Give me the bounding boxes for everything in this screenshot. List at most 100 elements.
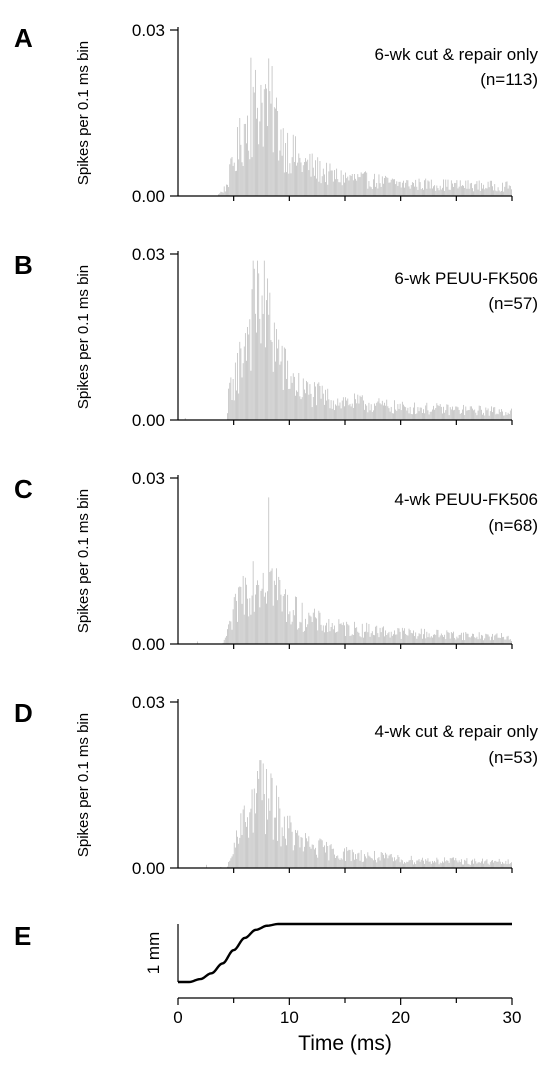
histogram-bar	[375, 859, 377, 868]
histogram-bar	[282, 389, 284, 420]
histogram-bars	[197, 497, 512, 644]
histogram-bar	[442, 413, 443, 420]
histogram-bar	[484, 189, 486, 196]
histogram-bar	[468, 410, 470, 420]
histogram-bar	[247, 817, 248, 868]
histogram-bar	[272, 839, 274, 868]
histogram-bar	[470, 406, 472, 420]
histogram-bar	[231, 157, 233, 196]
histogram-bar	[325, 182, 326, 196]
histogram-bar	[473, 191, 474, 196]
histogram-bar	[414, 186, 415, 196]
histogram-bar	[426, 402, 428, 420]
histogram-bar	[256, 793, 257, 868]
histogram-bar	[293, 376, 295, 420]
histogram-bar	[257, 771, 258, 868]
histogram-bar	[378, 174, 380, 196]
histogram-bar	[445, 410, 447, 420]
histogram-bar	[459, 180, 461, 196]
histogram-bar	[229, 860, 231, 868]
histogram-bar	[291, 621, 293, 644]
histogram-bar	[391, 413, 393, 420]
histogram-bar	[351, 174, 353, 196]
histogram-bar	[419, 407, 421, 420]
histogram-bar	[259, 760, 261, 868]
histogram-bar	[263, 89, 265, 196]
histogram-bar	[369, 856, 371, 868]
histogram-bar	[307, 159, 309, 196]
histogram-bar	[399, 631, 401, 644]
y-axis-label: Spikes per 0.1 ms bin	[75, 265, 92, 409]
y-tick-label: 0.03	[132, 693, 165, 712]
sample-size-label: (n=113)	[480, 70, 538, 89]
histogram-bar	[381, 400, 383, 420]
histogram-bar	[476, 415, 478, 420]
histogram-bar	[410, 185, 412, 196]
histogram-bar	[393, 634, 394, 644]
histogram-bar	[368, 855, 370, 868]
histogram-bar	[444, 412, 446, 420]
histogram-bar	[390, 406, 392, 420]
histogram-bar	[484, 861, 486, 868]
histogram-bar	[425, 638, 427, 644]
histogram-bar	[482, 414, 483, 420]
histogram-bar	[277, 110, 279, 196]
histogram-bar	[509, 863, 511, 868]
x-tick-label: 30	[503, 1008, 522, 1027]
histogram-bar	[414, 636, 415, 644]
histogram-bar	[261, 295, 263, 420]
histogram-bar	[403, 180, 404, 196]
histogram-bar	[344, 406, 345, 420]
histogram-bar	[244, 333, 246, 420]
histogram-bar	[244, 577, 246, 644]
histogram-bar	[493, 862, 495, 868]
histogram-bar	[377, 633, 379, 644]
histogram-bar	[465, 406, 467, 420]
panel-e-stimulus: E 1 mm 0 10 20 30 Time (ms)	[14, 921, 521, 1055]
histogram-bar	[479, 190, 481, 196]
histogram-bar	[347, 624, 349, 644]
histogram-bar	[348, 849, 350, 868]
histogram-bar	[455, 182, 457, 196]
histogram-bar	[237, 836, 238, 868]
histogram-bar	[503, 863, 505, 868]
histogram-bar	[423, 409, 424, 420]
histogram-bar	[397, 185, 399, 196]
histogram-bar	[387, 406, 389, 420]
histogram-bar	[303, 846, 305, 868]
histogram-bar	[220, 191, 222, 196]
histogram-bar	[232, 379, 234, 420]
histogram-bar	[364, 409, 365, 420]
histogram-bar	[334, 170, 335, 196]
histogram-bar	[267, 278, 269, 420]
histogram-bar	[322, 625, 324, 644]
histogram-bar	[405, 407, 407, 420]
histogram-bar	[227, 184, 228, 196]
histogram-bar	[307, 841, 309, 868]
histogram-bar	[452, 183, 453, 196]
histogram-bar	[285, 589, 286, 644]
histogram-bar	[508, 414, 510, 420]
histogram-bar	[278, 576, 280, 644]
histogram-bar	[374, 173, 375, 196]
histogram-bar	[228, 388, 230, 420]
histogram-bar	[370, 857, 372, 868]
histogram-bar	[379, 627, 381, 644]
histogram-bar	[234, 171, 236, 196]
histogram-bar	[302, 851, 304, 868]
histogram-bar	[398, 181, 400, 196]
histogram-bar	[342, 397, 344, 420]
histogram-bar	[325, 389, 326, 420]
histogram-bar	[226, 635, 227, 644]
histogram-bar	[229, 382, 231, 420]
histogram-bar	[391, 857, 393, 868]
panel-d: D 0.03 0.00 Spikes per 0.1 ms bin 4-wk cut &…	[14, 693, 538, 878]
histogram-bar	[338, 858, 340, 868]
histogram-bars	[179, 260, 512, 420]
histogram-bar	[487, 863, 489, 868]
histogram-bar	[246, 584, 247, 644]
histogram-bar	[280, 594, 282, 644]
histogram-bar	[495, 634, 497, 644]
histogram-bar	[349, 636, 351, 644]
histogram-bar	[277, 348, 279, 420]
